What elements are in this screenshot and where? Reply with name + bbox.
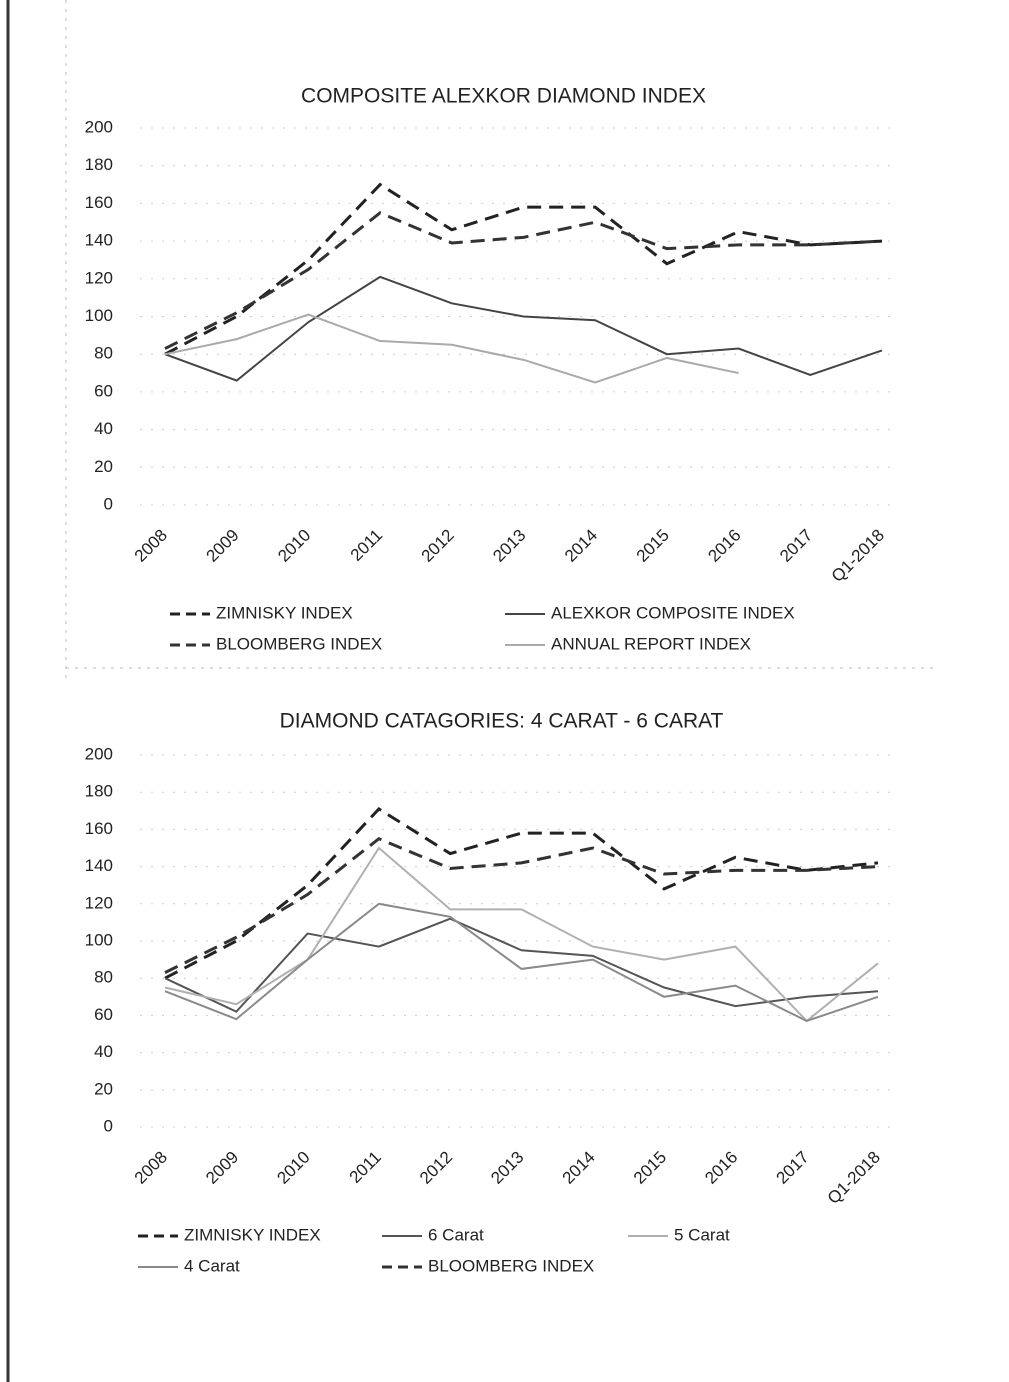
x-tick-label: 2008	[131, 526, 171, 566]
x-tick-label: 2014	[561, 526, 601, 566]
y-tick-label: 40	[94, 419, 113, 438]
legend-label: 4 Carat	[184, 1256, 240, 1275]
y-tick-label: 180	[85, 782, 113, 801]
x-tick-label: 2016	[704, 526, 744, 566]
x-tick-label: 2016	[701, 1148, 741, 1188]
y-tick-label: 80	[94, 344, 113, 363]
y-tick-label: 200	[85, 744, 113, 763]
x-tick-label: 2010	[274, 526, 314, 566]
series-line	[164, 917, 879, 1013]
legend-label: ZIMNISKY INDEX	[216, 603, 353, 622]
y-tick-label: 60	[94, 381, 113, 400]
y-tick-label: 120	[85, 268, 113, 287]
y-tick-label: 20	[94, 457, 113, 476]
series-line	[164, 902, 879, 1023]
y-tick-label: 140	[85, 856, 113, 875]
y-tick-label: 160	[85, 193, 113, 212]
x-tick-label: 2010	[273, 1148, 313, 1188]
legend-label: ALEXKOR COMPOSITE INDEX	[551, 603, 795, 622]
x-tick-label: 2008	[131, 1148, 171, 1188]
y-tick-label: 20	[94, 1079, 113, 1098]
series-line	[164, 807, 879, 980]
y-tick-label: 100	[85, 306, 113, 325]
legend-label: 5 Carat	[674, 1225, 730, 1244]
x-tick-label: 2012	[416, 1148, 456, 1188]
x-tick-label: 2013	[489, 526, 529, 566]
x-tick-label: 2012	[418, 526, 458, 566]
x-tick-label: 2011	[347, 526, 386, 565]
x-tick-label: 2015	[630, 1148, 670, 1188]
y-tick-label: 200	[85, 117, 113, 136]
y-tick-label: 100	[85, 930, 113, 949]
x-tick-label: Q1-2018	[824, 1148, 884, 1208]
y-tick-label: 120	[85, 893, 113, 912]
legend-label: ZIMNISKY INDEX	[184, 1225, 321, 1244]
y-tick-label: 60	[94, 1005, 113, 1024]
series-line	[164, 846, 879, 1023]
y-tick-label: 40	[94, 1042, 113, 1061]
x-tick-label: 2015	[633, 526, 673, 566]
series-line	[164, 275, 883, 382]
legend-label: BLOOMBERG INDEX	[216, 634, 382, 653]
series-line	[164, 211, 883, 350]
x-tick-label: 2009	[202, 1148, 242, 1188]
chart-title: DIAMOND CATAGORIES: 4 CARAT - 6 CARAT	[280, 710, 724, 733]
legend-label: BLOOMBERG INDEX	[428, 1256, 594, 1275]
x-tick-label: Q1-2018	[828, 526, 888, 586]
y-tick-label: 80	[94, 968, 113, 987]
x-tick-label: 2013	[487, 1148, 527, 1188]
y-tick-label: 140	[85, 231, 113, 250]
x-tick-label: 2014	[559, 1148, 599, 1188]
x-tick-label: 2017	[773, 1148, 813, 1188]
y-tick-label: 180	[85, 155, 113, 174]
y-tick-label: 0	[104, 1116, 113, 1135]
legend-label: ANNUAL REPORT INDEX	[551, 634, 751, 653]
chart-title: COMPOSITE ALEXKOR DIAMOND INDEX	[301, 85, 706, 108]
y-tick-label: 160	[85, 819, 113, 838]
legend-label: 6 Carat	[428, 1225, 484, 1244]
x-tick-label: 2011	[346, 1148, 385, 1187]
x-tick-label: 2009	[203, 526, 243, 566]
y-tick-label: 0	[104, 494, 113, 513]
series-line	[164, 313, 739, 384]
series-line	[164, 182, 883, 356]
series-line	[164, 836, 879, 974]
x-tick-label: 2017	[776, 526, 816, 566]
